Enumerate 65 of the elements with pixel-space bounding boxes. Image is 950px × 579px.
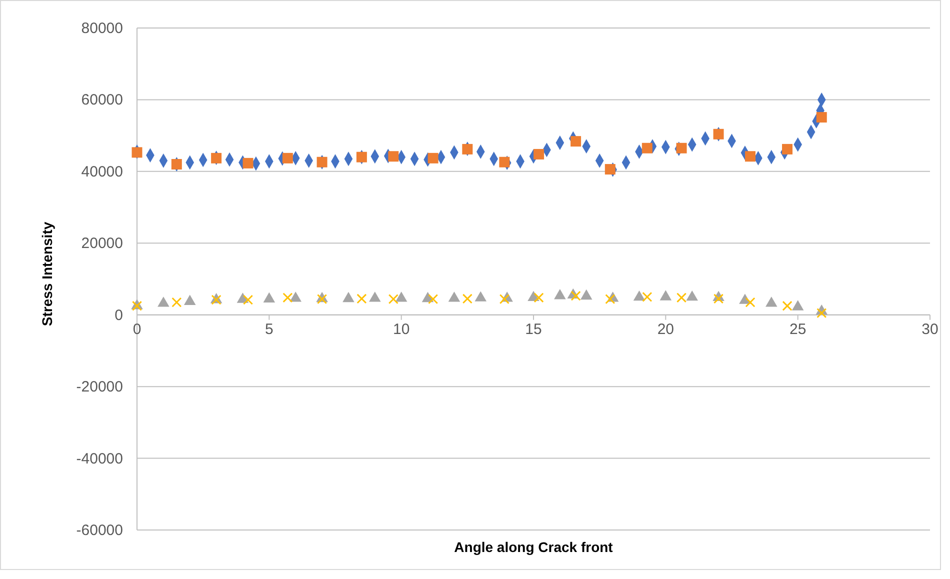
point (816, 112, 827, 123)
point (342, 292, 354, 302)
point (242, 158, 254, 168)
x-tick-label: 25 (789, 320, 806, 338)
point (290, 292, 302, 302)
point (605, 294, 616, 304)
x-axis-title: Angle along Crack front (454, 539, 614, 555)
y-tick-label: -20000 (76, 378, 123, 396)
point (570, 290, 581, 301)
y-axis-title: Stress Intensity (39, 222, 55, 326)
point (172, 297, 182, 308)
point (534, 292, 544, 303)
y-tick-label: 60000 (81, 92, 123, 109)
point (745, 297, 756, 308)
point (388, 294, 398, 304)
point (580, 289, 592, 300)
point (132, 147, 142, 158)
point (158, 296, 170, 307)
y-tick-label: -60000 (76, 522, 123, 539)
x-tick-label: 0 (132, 320, 142, 338)
point (642, 292, 652, 302)
point (462, 294, 472, 304)
point (184, 294, 196, 305)
point (263, 292, 276, 302)
x-tick-label: 15 (525, 320, 542, 338)
point (766, 296, 778, 307)
point (534, 148, 544, 160)
point (369, 292, 381, 302)
point (282, 152, 293, 164)
y-tick-label: 0 (114, 306, 123, 324)
point (316, 294, 328, 304)
point (356, 294, 367, 304)
y-tick-label: 80000 (81, 20, 123, 37)
point (792, 300, 804, 310)
point (633, 290, 646, 301)
point (448, 292, 460, 302)
point (676, 292, 687, 303)
point (282, 292, 293, 303)
point (570, 136, 582, 147)
x-tick-label: 5 (264, 320, 274, 338)
point (499, 294, 510, 304)
point (660, 290, 672, 300)
point (816, 308, 827, 318)
x-tick-label: 10 (392, 320, 410, 338)
point (782, 300, 792, 311)
point (713, 294, 724, 304)
point (388, 151, 399, 162)
point (428, 294, 438, 304)
x-tick-label: 30 (922, 320, 938, 338)
point (554, 289, 566, 300)
point (782, 144, 793, 154)
y-tick-label: 40000 (81, 163, 123, 180)
point (428, 152, 438, 164)
point (604, 164, 616, 175)
point (242, 294, 254, 305)
point (686, 290, 698, 301)
point (395, 292, 408, 302)
point (642, 142, 652, 154)
y-tick-label: -40000 (76, 450, 123, 468)
point (474, 291, 487, 302)
point (499, 156, 510, 168)
x-tick-label: 20 (657, 320, 674, 338)
point (676, 142, 687, 154)
y-tick-label: 20000 (81, 235, 123, 252)
point (745, 151, 756, 162)
